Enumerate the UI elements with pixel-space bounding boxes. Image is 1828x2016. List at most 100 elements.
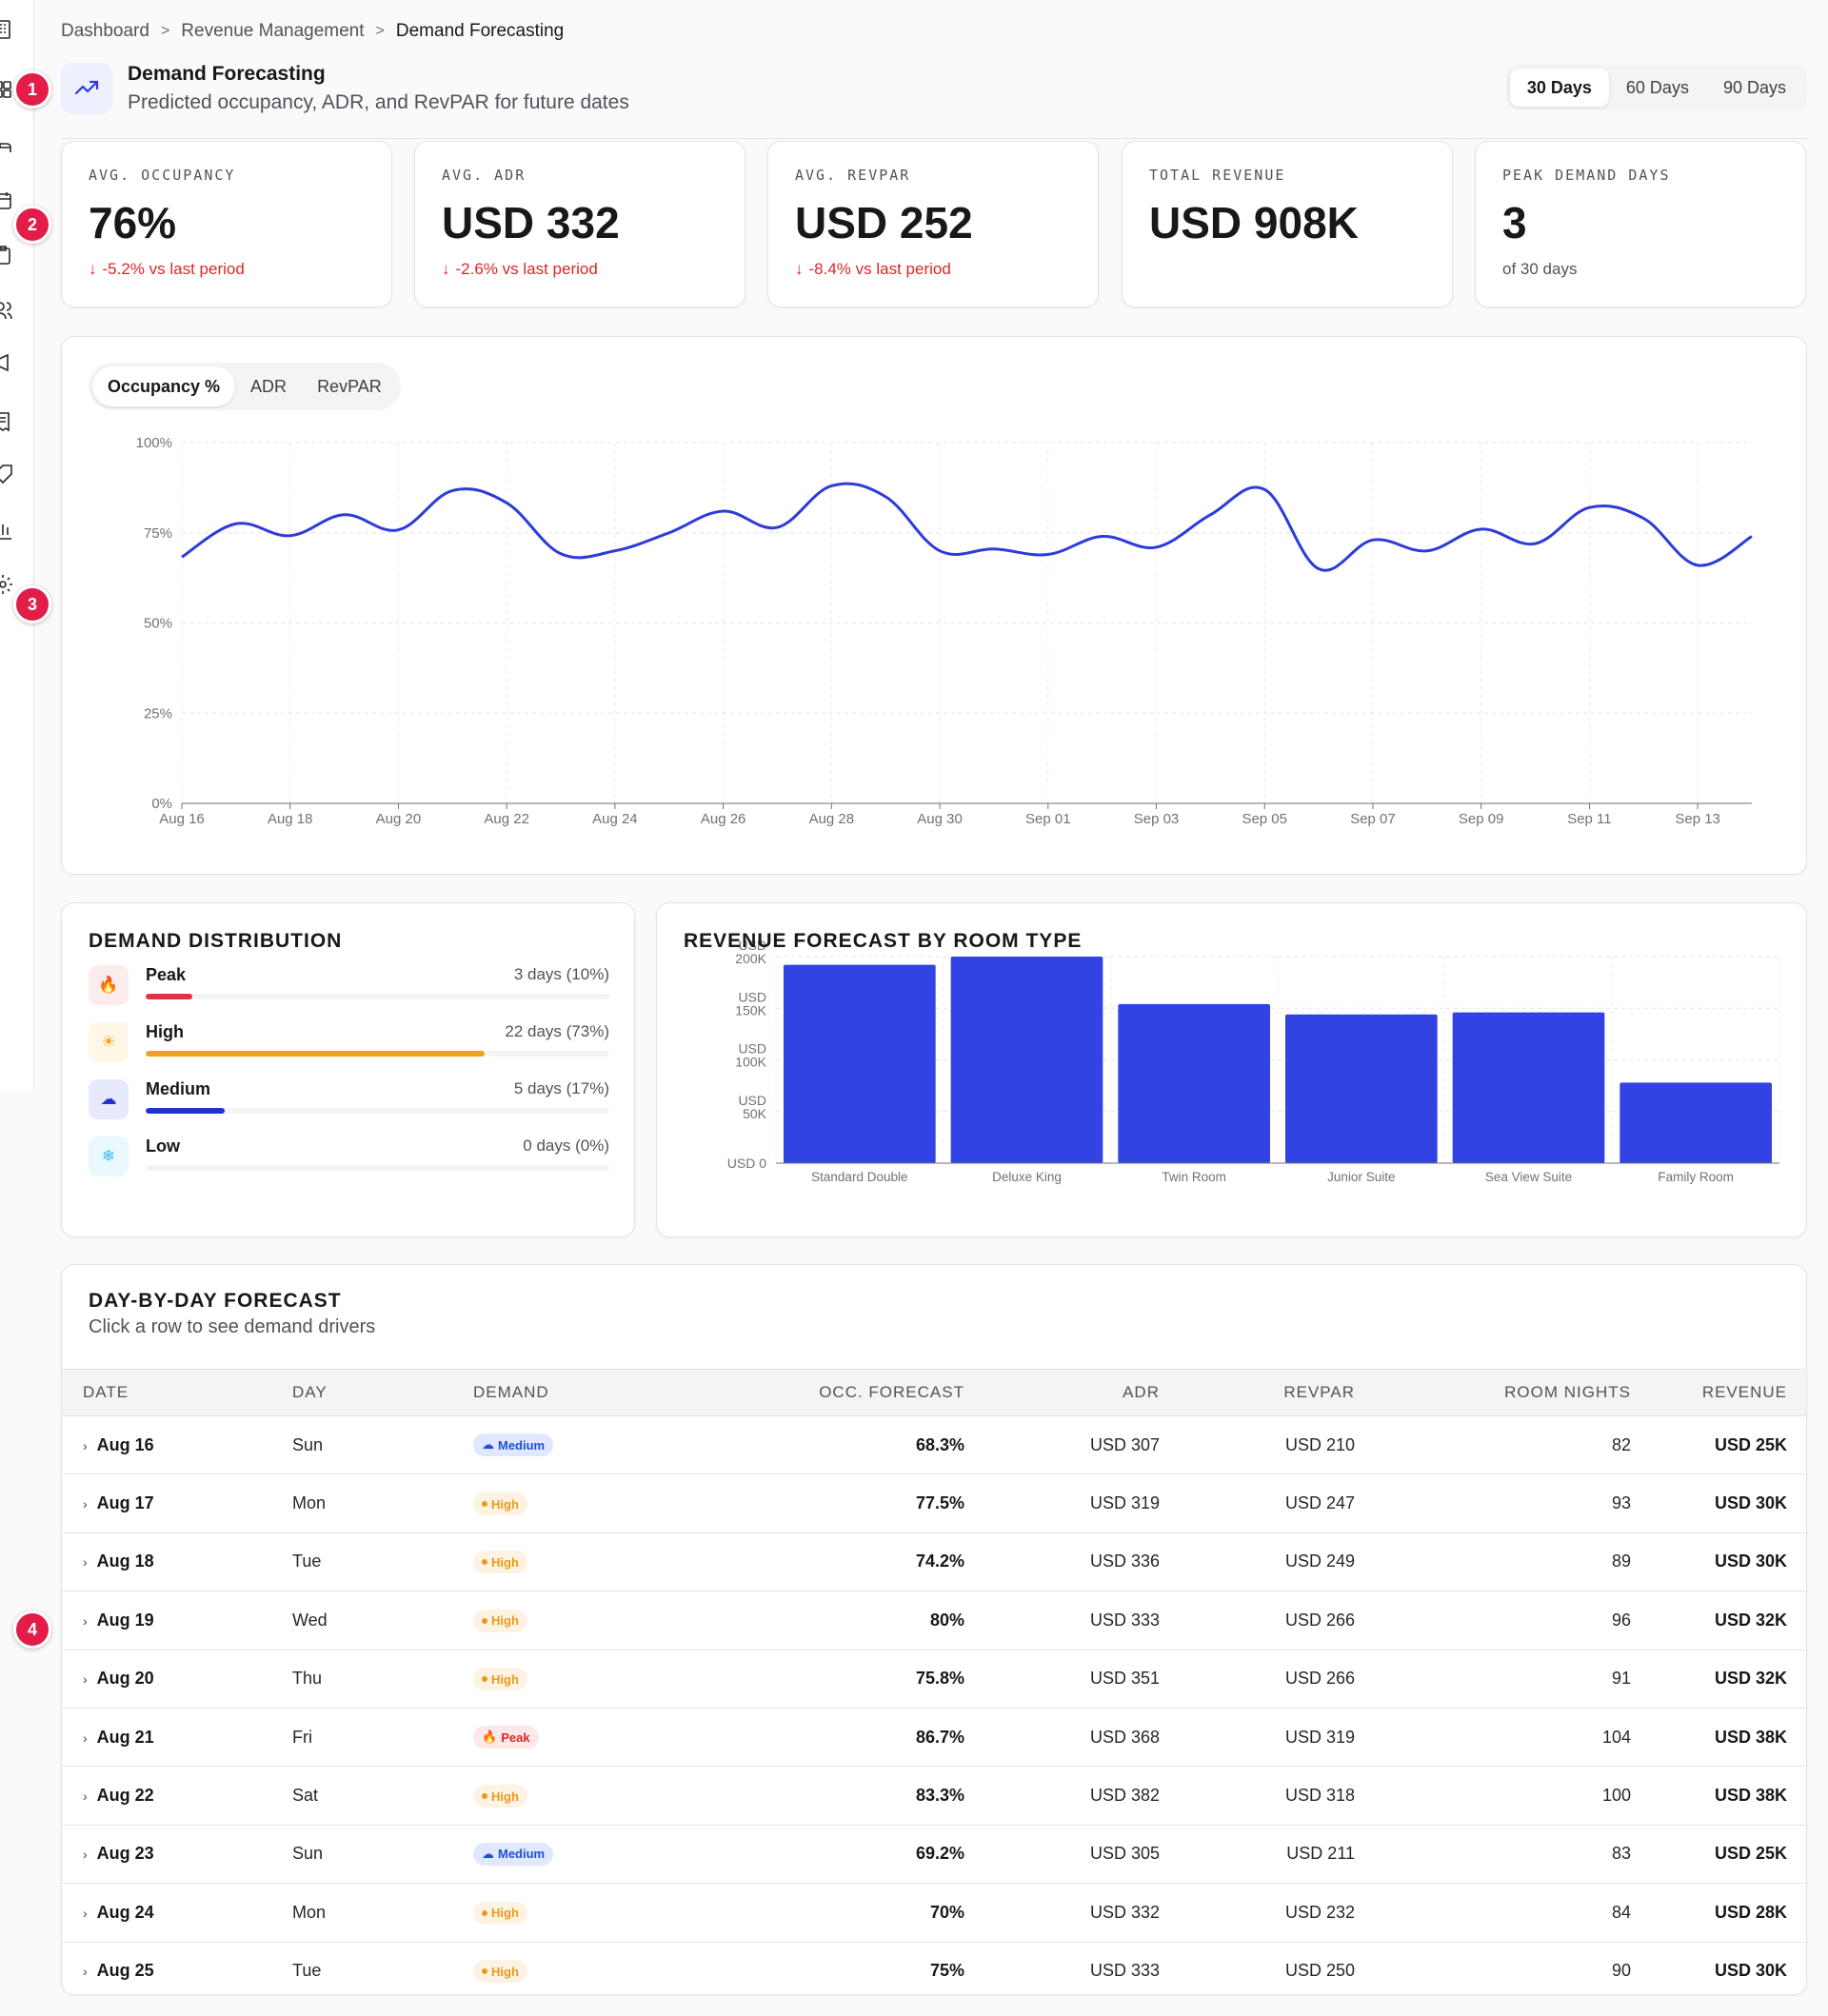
demand-badge: 🔥 Peak bbox=[473, 1726, 539, 1749]
distribution-label: Peak bbox=[146, 965, 187, 984]
cell-revpar: USD 232 bbox=[1284, 1902, 1355, 1922]
distribution-row-peak: 🔥 Peak 3 days (10%) bbox=[89, 965, 609, 1007]
breadcrumb-revenue-management[interactable]: Revenue Management bbox=[181, 21, 365, 41]
megaphone-icon[interactable] bbox=[0, 352, 13, 373]
bar-sea-view-suite[interactable] bbox=[1452, 1012, 1605, 1163]
column-header[interactable]: ADR bbox=[985, 1369, 1181, 1416]
cell-adr: USD 332 bbox=[1089, 1902, 1160, 1922]
users-icon[interactable] bbox=[0, 300, 13, 321]
cell-date: › Aug 21 bbox=[83, 1727, 154, 1747]
cell-adr: USD 319 bbox=[1089, 1493, 1160, 1513]
chevron-right-icon[interactable]: › bbox=[83, 1671, 88, 1688]
column-header[interactable]: REVPAR bbox=[1181, 1369, 1376, 1416]
kpi-delta: ↓ -8.4% vs last period bbox=[795, 260, 951, 278]
bar-chart-icon[interactable] bbox=[0, 520, 13, 541]
kpi-avg-occupancy: AVG. OCCUPANCY 76% ↓ -5.2% vs last period bbox=[61, 141, 392, 307]
distribution-value: 3 days (10%) bbox=[513, 965, 609, 983]
cell-demand: High bbox=[452, 1591, 662, 1650]
bar-twin-room[interactable] bbox=[1118, 1003, 1270, 1163]
demand-badge: High bbox=[473, 1960, 527, 1984]
tab-occupancy[interactable]: Occupancy % bbox=[92, 366, 236, 406]
table-row[interactable]: › Aug 25 Tue High 75% USD 333 USD 250 90 USD 30K bbox=[62, 1942, 1806, 1994]
cell-room-nights: 96 bbox=[1611, 1610, 1631, 1630]
y-tick-label: 75% bbox=[144, 525, 172, 542]
chevron-right-icon[interactable]: › bbox=[83, 1789, 88, 1805]
cell-revenue: USD 32K bbox=[1714, 1669, 1787, 1689]
cell-revenue: USD 30K bbox=[1714, 1961, 1787, 1981]
cell-revenue: USD 25K bbox=[1714, 1844, 1787, 1864]
cell-date: › Aug 25 bbox=[83, 1961, 154, 1981]
period-30-days[interactable]: 30 Days bbox=[1509, 69, 1609, 107]
forecast-table: DATE DAY DEMAND OCC. FORECAST ADR REVPAR… bbox=[62, 1369, 1806, 1994]
chevron-right-icon[interactable]: › bbox=[83, 1612, 88, 1629]
column-header[interactable]: ROOM NIGHTS bbox=[1376, 1369, 1652, 1416]
y-tick-label: USD bbox=[738, 989, 766, 1004]
table-row[interactable]: › Aug 17 Mon High 77.5% USD 319 USD 247 93 USD 3… bbox=[62, 1474, 1806, 1533]
calendar-icon[interactable] bbox=[0, 190, 13, 211]
column-header[interactable]: DEMAND bbox=[452, 1369, 662, 1416]
cell-adr: USD 336 bbox=[1089, 1552, 1160, 1571]
period-60-days[interactable]: 60 Days bbox=[1625, 77, 1689, 97]
snowflake-icon: ❄ bbox=[89, 1136, 129, 1176]
demand-badge: High bbox=[473, 1551, 527, 1574]
chevron-right-icon[interactable]: › bbox=[83, 1496, 88, 1512]
x-tick-label: Sep 07 bbox=[1350, 811, 1396, 827]
tag-icon[interactable] bbox=[0, 464, 13, 484]
column-header[interactable]: OCC. FORECAST bbox=[662, 1369, 985, 1416]
dashboard-icon[interactable] bbox=[0, 79, 13, 100]
table-row[interactable]: › Aug 18 Tue High 74.2% USD 336 USD 249 89 USD 3… bbox=[62, 1532, 1806, 1591]
building-icon[interactable] bbox=[0, 19, 13, 40]
breadcrumb-dashboard[interactable]: Dashboard bbox=[61, 21, 149, 41]
table-row[interactable]: › Aug 20 Thu High 75.8% USD 351 USD 266 91 USD 3… bbox=[62, 1650, 1806, 1709]
table-row[interactable]: › Aug 22 Sat High 83.3% USD 382 USD 318 100 USD … bbox=[62, 1767, 1806, 1826]
distribution-row-low: ❄ Low 0 days (0%) bbox=[89, 1136, 609, 1178]
cell-day: Mon bbox=[292, 1902, 327, 1922]
chevron-right-icon[interactable]: › bbox=[83, 1554, 88, 1571]
table-row[interactable]: › Aug 24 Mon High 70% USD 332 USD 232 84 USD 28K bbox=[62, 1884, 1806, 1943]
chevron-right-icon[interactable]: › bbox=[83, 1729, 88, 1746]
sidebar bbox=[0, 0, 34, 1090]
cell-day: Wed bbox=[292, 1610, 328, 1630]
column-header[interactable]: DATE bbox=[62, 1369, 271, 1416]
table-row[interactable]: › Aug 23 Sun ☁ Medium 69.2% USD 305 USD 211 83 US… bbox=[62, 1825, 1806, 1884]
y-tick-label: USD bbox=[738, 1093, 766, 1108]
column-header[interactable]: DAY bbox=[271, 1369, 452, 1416]
period-90-days[interactable]: 90 Days bbox=[1722, 77, 1786, 97]
bar-family-room[interactable] bbox=[1619, 1082, 1772, 1163]
cell-revenue: USD 28K bbox=[1714, 1902, 1787, 1922]
cell-occupancy: 75.8% bbox=[915, 1669, 964, 1689]
tab-revpar[interactable]: RevPAR bbox=[317, 376, 382, 396]
receipt-icon[interactable] bbox=[0, 411, 13, 432]
arrow-down-icon: ↓ bbox=[795, 260, 804, 278]
column-header[interactable]: REVENUE bbox=[1652, 1369, 1806, 1416]
distribution-row-high: ☀ High 22 days (73%) bbox=[89, 1022, 609, 1064]
tab-adr[interactable]: ADR bbox=[250, 376, 288, 396]
chevron-right-icon[interactable]: › bbox=[83, 1847, 88, 1863]
section-title: DEMAND DISTRIBUTION bbox=[89, 930, 343, 952]
table-row[interactable]: › Aug 19 Wed High 80% USD 333 USD 266 96 USD 32K bbox=[62, 1591, 1806, 1650]
chevron-right-icon[interactable]: › bbox=[83, 1437, 88, 1453]
kpi-avg-adr: AVG. ADR USD 332 ↓ -2.6% vs last period bbox=[414, 141, 745, 307]
cell-day: Mon bbox=[292, 1493, 327, 1513]
chevron-right-icon[interactable]: › bbox=[83, 1964, 88, 1980]
x-tick-label: Sep 09 bbox=[1459, 811, 1504, 827]
cell-demand: High bbox=[452, 1650, 662, 1708]
demand-badge: High bbox=[473, 1492, 527, 1516]
kpi-value: 76% bbox=[89, 198, 177, 247]
clipboard-icon[interactable] bbox=[0, 245, 13, 266]
kpi-value: USD 908K bbox=[1149, 198, 1359, 247]
demand-badge: High bbox=[473, 1609, 527, 1632]
distribution-track bbox=[146, 1165, 609, 1171]
table-row[interactable]: › Aug 21 Fri 🔥 Peak 86.7% USD 368 USD 319 104 USD… bbox=[62, 1708, 1806, 1767]
bar-junior-suite[interactable] bbox=[1285, 1014, 1438, 1163]
bed-icon[interactable] bbox=[0, 135, 13, 156]
bar-standard-double[interactable] bbox=[784, 964, 936, 1163]
bar-deluxe-king[interactable] bbox=[950, 957, 1103, 1163]
settings-icon[interactable] bbox=[0, 574, 13, 595]
cell-revenue: USD 30K bbox=[1714, 1552, 1787, 1571]
cell-occupancy: 86.7% bbox=[915, 1727, 964, 1747]
table-row[interactable]: › Aug 16 Sun ☁ Medium 68.3% USD 307 USD 210 82 US… bbox=[62, 1416, 1806, 1474]
chevron-right-icon[interactable]: › bbox=[83, 1905, 88, 1921]
distribution-label: Low bbox=[146, 1136, 180, 1156]
